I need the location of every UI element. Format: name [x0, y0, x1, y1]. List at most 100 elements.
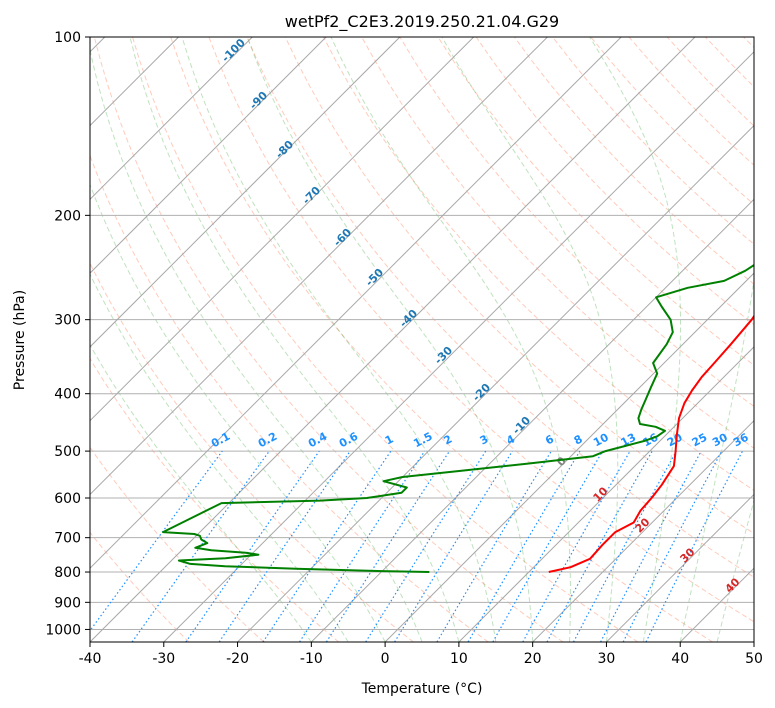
mixing-ratio-labels: 0.1 0.2 0.4 0.6 1 1.5 2 3 4 6 8 10 13 16 20 25 30 36 [209, 430, 751, 451]
y-tick-label: 600 [54, 491, 81, 507]
isotherm-line [237, 124, 754, 642]
mixing-ratio-line [218, 450, 351, 642]
moist-adiabat-line [90, 273, 349, 642]
moist-adiabat-line [90, 343, 312, 642]
mixing-ratio-label: 10 [591, 431, 611, 450]
mixing-ratio-label: 36 [731, 431, 751, 450]
isotherm-line [90, 37, 475, 422]
moist-adiabat-line [129, 37, 460, 642]
y-tick-label: 200 [54, 208, 81, 224]
isotherm-line [90, 37, 401, 348]
x-tick-label: 0 [381, 651, 390, 667]
x-tick-label: 50 [745, 651, 763, 667]
dry-adiabat-label: -50 [363, 266, 386, 289]
dry-adiabat-label: -90 [247, 89, 270, 112]
isotherm-line [753, 641, 754, 642]
y-tick-label: 400 [54, 387, 81, 403]
moist-adiabat-line [90, 183, 386, 642]
dry-adiabat-line [437, 37, 754, 366]
isotherm-line [384, 272, 754, 642]
mixing-ratio-line [325, 450, 450, 642]
dry-adiabat-line [284, 37, 754, 535]
dry-adiabat-line [90, 357, 339, 642]
dry-adiabat-label: -70 [300, 184, 323, 207]
mixing-ratio-label: 20 [665, 431, 685, 450]
moist-adiabat-line [181, 37, 497, 642]
moist-adiabat-label: 10 [591, 484, 611, 504]
mixing-ratio-line [546, 450, 653, 642]
isotherm-line [90, 37, 327, 274]
temperature-profile-line [548, 314, 754, 573]
dry-adiabat-line [90, 154, 489, 642]
dry-adiabat-line [208, 37, 754, 623]
mixing-ratio-line [262, 450, 392, 642]
isotherm-line [90, 37, 548, 496]
dry-adiabat-line [628, 37, 754, 166]
y-tick-label: 100 [54, 30, 81, 46]
dry-adiabat-line [170, 37, 713, 642]
dry-adiabat-line [705, 37, 754, 88]
isotherm-line [90, 37, 622, 569]
dry-adiabat-line [743, 37, 754, 49]
dry-adiabat-label: -30 [432, 344, 455, 367]
x-tick-label: 40 [671, 651, 689, 667]
x-tick-label: 20 [524, 651, 542, 667]
moist-adiabat-line [589, 37, 681, 642]
mixing-ratio-line [394, 450, 513, 642]
moist-adiabat-line [330, 37, 571, 642]
dry-adiabat-label: -20 [470, 381, 493, 404]
sounding-profiles [162, 263, 754, 573]
mixing-ratio-label: 8 [572, 432, 585, 447]
moist-adiabat-line [716, 498, 754, 642]
dry-adiabat-label: -10 [510, 414, 533, 437]
mixing-ratio-line [436, 450, 552, 642]
isotherm-line [90, 37, 253, 201]
dry-adiabat-line [93, 37, 564, 642]
mixing-ratio-label: 2 [441, 432, 454, 447]
y-axis-label: Pressure (hPa) [12, 290, 28, 390]
dry-adiabat-line [552, 37, 754, 245]
dry-adiabat-labels: -100 -90 -80-70 -60 -50 -40 -30 -20 -10 [219, 36, 533, 437]
x-tick-label: 10 [450, 651, 468, 667]
x-tick-label: -10 [300, 651, 323, 667]
mixing-ratio-line [131, 450, 270, 642]
mixing-ratio-label: 25 [690, 431, 710, 450]
x-tick-label: -30 [152, 651, 175, 667]
y-tick-label: 1000 [45, 622, 81, 638]
mixing-ratio-line [185, 450, 320, 642]
mixing-ratio-line [90, 450, 223, 632]
dry-adiabat-line [90, 531, 190, 642]
mixing-ratio-line [522, 450, 631, 642]
mixing-ratio-line [467, 450, 581, 642]
background-lines [90, 37, 754, 642]
mixing-ratio-label: 30 [710, 431, 730, 450]
y-tick-label: 500 [54, 444, 81, 460]
dry-adiabat-line [90, 446, 265, 642]
x-tick-label: 30 [598, 651, 616, 667]
dry-adiabat-label: -80 [273, 138, 296, 161]
x-tick-label: -20 [226, 651, 249, 667]
dry-adiabat-label: -40 [397, 307, 420, 330]
isotherm-line [458, 346, 754, 642]
isotherm-line [163, 51, 754, 642]
x-axis-label: Temperature (°C) [361, 681, 483, 697]
dry-adiabat-line [90, 262, 414, 642]
mixing-ratio-line [299, 450, 426, 642]
isotherm-line [679, 567, 754, 642]
mixing-ratio-line [645, 450, 744, 642]
dry-adiabat-label: -60 [331, 226, 354, 249]
pressure-gridlines [90, 37, 754, 630]
y-tick-label: 300 [54, 313, 81, 329]
mixing-ratio-line [572, 450, 677, 642]
y-tick-label: 700 [54, 531, 81, 547]
dry-adiabat-line [132, 37, 639, 642]
dewpoint-profile-line [162, 263, 754, 573]
chart-title: wetPf2_C2E3.2019.250.21.04.G29 [285, 12, 559, 32]
mixing-ratio-line [622, 450, 723, 642]
y-tick-label: 800 [54, 565, 81, 581]
plot-frame [89, 36, 755, 643]
x-tick-label: -40 [79, 651, 102, 667]
moist-adiabat-label: 0 [554, 454, 569, 469]
moist-adiabat-line [90, 47, 423, 642]
